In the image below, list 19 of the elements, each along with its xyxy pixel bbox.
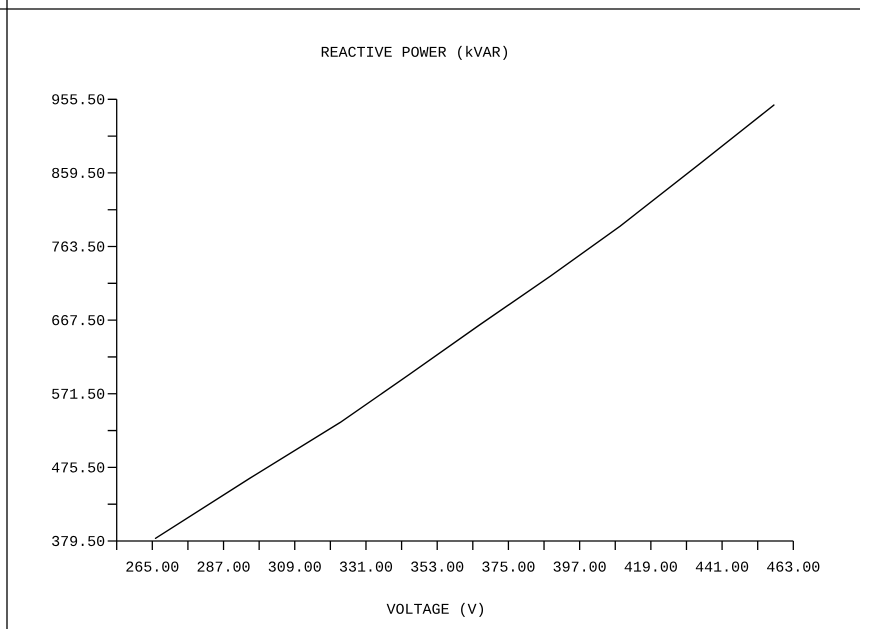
x-tick-label: 419.00 <box>624 562 677 572</box>
x-tick-label: 287.00 <box>198 562 250 572</box>
y-tick-label: 955.50 <box>52 94 104 104</box>
x-tick-label: 375.00 <box>482 562 534 572</box>
y-tick-label: 667.50 <box>52 315 104 326</box>
x-tick-label: 441.00 <box>696 562 748 572</box>
x-tick-label: 397.00 <box>554 562 606 572</box>
x-tick-label: 265.00 <box>126 562 178 572</box>
x-tick-label: 353.00 <box>411 562 464 572</box>
x-tick-label: 331.00 <box>340 562 392 572</box>
y-tick-label: 571.50 <box>52 388 104 399</box>
x-tick-label: 309.00 <box>268 562 321 572</box>
x-axis-title: VOLTAGE (V) <box>386 602 484 617</box>
y-axis-title: REACTIVE POWER (kVAR) <box>322 46 508 60</box>
y-tick-label: 379.50 <box>52 536 104 546</box>
y-tick-label: 475.50 <box>52 462 104 472</box>
y-tick-label: 859.50 <box>52 168 104 178</box>
x-tick-label: 463.00 <box>767 562 820 572</box>
y-tick-label: 763.50 <box>52 241 104 252</box>
